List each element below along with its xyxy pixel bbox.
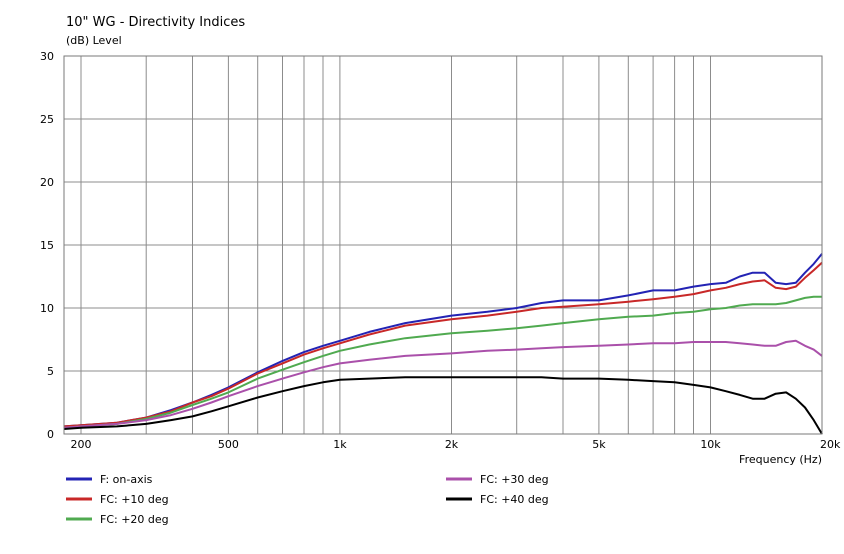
y-tick-label: 10 [40,302,54,315]
series-line [63,295,822,429]
legend-label: FC: +20 deg [100,513,169,526]
y-tick-label: 0 [47,428,54,441]
x-axis-label: Frequency (Hz) [739,453,822,466]
legend-label: FC: +40 deg [480,493,549,506]
chart-title: 10" WG - Directivity Indices [66,15,245,30]
y-tick-label: 30 [40,50,54,63]
legend-label: FC: +10 deg [100,493,169,506]
plot-frame [63,55,823,435]
y-axis-label: (dB) Level [66,34,122,47]
x-tick-label: 20k [820,438,841,451]
legend-label: FC: +30 deg [480,473,549,486]
x-tick-label: 500 [218,438,239,451]
x-tick-label: 5k [592,438,606,451]
tick-labels: 0 5 10 15 20 25 30 200 500 1k 2k 5k 10k 20k [40,50,841,451]
series-line [63,261,823,428]
y-tick-label: 20 [40,176,54,189]
grid-lines [64,55,823,435]
y-tick-label: 25 [40,113,54,126]
x-tick-label: 10k [700,438,721,451]
series-lines [63,253,823,435]
series-line [63,376,823,435]
y-tick-label: 5 [47,365,54,378]
x-tick-label: 2k [445,438,459,451]
legend-label: F: on-axis [100,473,153,486]
x-tick-label: 1k [333,438,347,451]
series-line [63,253,823,428]
series-line [63,339,823,429]
legend: F: on-axis FC: +10 deg FC: +20 deg FC: +30 … [66,473,549,526]
x-tick-label: 200 [71,438,92,451]
y-tick-label: 15 [40,239,54,252]
